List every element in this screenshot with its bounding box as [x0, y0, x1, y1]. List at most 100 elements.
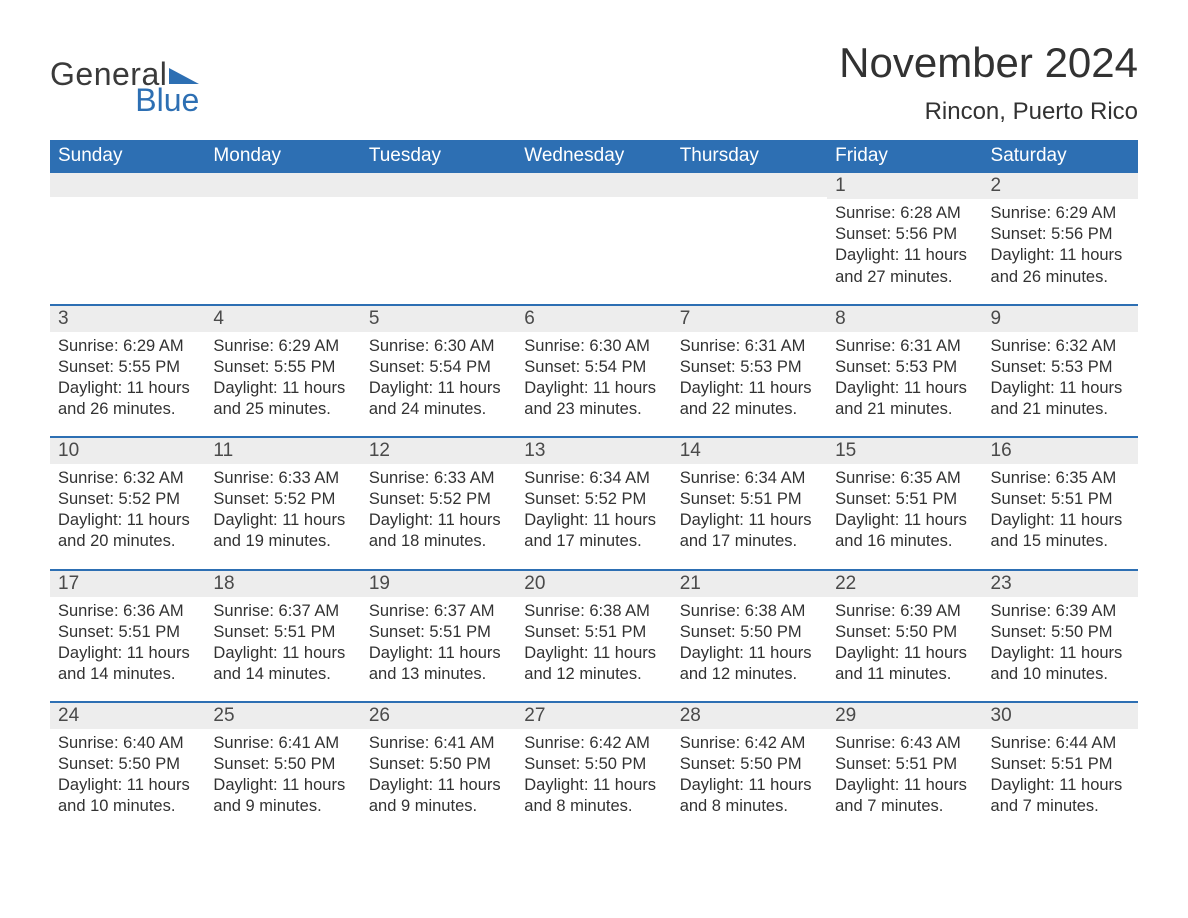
sunset-line: Sunset: 5:55 PM — [213, 357, 352, 378]
daylight-line-1: Daylight: 11 hours — [213, 510, 352, 531]
day-number: 3 — [50, 306, 205, 332]
sunrise-line: Sunrise: 6:41 AM — [369, 733, 508, 754]
logo-triangle-icon — [169, 64, 199, 84]
day-number: 26 — [361, 703, 516, 729]
sunrise-line: Sunrise: 6:33 AM — [369, 468, 508, 489]
day-header: Sunday Monday Tuesday Wednesday Thursday… — [50, 140, 1138, 173]
daylight-line-1: Daylight: 11 hours — [835, 643, 974, 664]
daylight-line-2: and 14 minutes. — [213, 664, 352, 685]
daylight-line-2: and 10 minutes. — [58, 796, 197, 817]
day-header-thursday: Thursday — [672, 140, 827, 173]
daylight-line-2: and 24 minutes. — [369, 399, 508, 420]
calendar-cell: 27 Sunrise: 6:42 AMSunset: 5:50 PMDayligh… — [516, 703, 671, 821]
daylight-line-2: and 26 minutes. — [58, 399, 197, 420]
day-data: Sunrise: 6:44 AMSunset: 5:51 PMDaylight:… — [983, 729, 1138, 817]
sunrise-line: Sunrise: 6:39 AM — [991, 601, 1130, 622]
sunrise-line: Sunrise: 6:43 AM — [835, 733, 974, 754]
day-header-saturday: Saturday — [983, 140, 1138, 173]
sunset-line: Sunset: 5:53 PM — [991, 357, 1130, 378]
calendar-cell: 26Sunrise: 6:41 AMSunset: 5:50 PMDayligh… — [361, 703, 516, 821]
day-data: Sunrise: 6:28 AMSunset: 5:56 PMDaylight:… — [827, 199, 982, 287]
day-data: Sunrise: 6:29 AMSunset: 5:55 PMDaylight:… — [205, 332, 360, 420]
day-data: Sunrise: 6:29 AMSunset: 5:56 PMDaylight:… — [983, 199, 1138, 287]
location: Rincon, Puerto Rico — [839, 98, 1138, 126]
day-data: Sunrise: 6:43 AMSunset: 5:51 PMDaylight:… — [827, 729, 982, 817]
calendar-cell: 12Sunrise: 6:33 AMSunset: 5:52 PMDayligh… — [361, 438, 516, 556]
daylight-line-1: Daylight: 11 hours — [213, 643, 352, 664]
calendar-cell: 29Sunrise: 6:43 AMSunset: 5:51 PMDayligh… — [827, 703, 982, 821]
daylight-line-1: Daylight: 11 hours — [991, 245, 1130, 266]
sunrise-line: Sunrise: 6:31 AM — [680, 336, 819, 357]
day-number: 17 — [50, 571, 205, 597]
sunrise-line: Sunrise: 6:30 AM — [369, 336, 508, 357]
calendar-cell: 24Sunrise: 6:40 AMSunset: 5:50 PMDayligh… — [50, 703, 205, 821]
daylight-line-1: Daylight: 11 hours — [58, 378, 197, 399]
calendar-cell: 7Sunrise: 6:31 AMSunset: 5:53 PMDaylight… — [672, 306, 827, 424]
sunset-line: Sunset: 5:55 PM — [58, 357, 197, 378]
day-number: 23 — [983, 571, 1138, 597]
day-data: Sunrise: 6:37 AMSunset: 5:51 PMDaylight:… — [205, 597, 360, 685]
day-number — [205, 173, 360, 197]
day-header-sunday: Sunday — [50, 140, 205, 173]
daylight-line-2: and 13 minutes. — [369, 664, 508, 685]
sunrise-line: Sunrise: 6:29 AM — [58, 336, 197, 357]
week-row: 24Sunrise: 6:40 AMSunset: 5:50 PMDayligh… — [50, 701, 1138, 821]
sunrise-line: Sunrise: 6:29 AM — [213, 336, 352, 357]
day-number: 6 — [516, 306, 671, 332]
day-data: Sunrise: 6:32 AMSunset: 5:53 PMDaylight:… — [983, 332, 1138, 420]
page: General Blue November 2024 Rincon, Puert… — [0, 0, 1188, 851]
calendar-cell: 9Sunrise: 6:32 AMSunset: 5:53 PMDaylight… — [983, 306, 1138, 424]
sunrise-line: Sunrise: 6:34 AM — [680, 468, 819, 489]
daylight-line-1: Daylight: 11 hours — [835, 510, 974, 531]
sunrise-line: Sunrise: 6:37 AM — [213, 601, 352, 622]
daylight-line-1: Daylight: 11 hours — [213, 378, 352, 399]
sunrise-line: Sunrise: 6:42 AM — [524, 733, 663, 754]
calendar-cell — [516, 173, 671, 291]
day-number: 20 — [516, 571, 671, 597]
daylight-line-2: and 21 minutes. — [991, 399, 1130, 420]
calendar-cell: 4Sunrise: 6:29 AMSunset: 5:55 PMDaylight… — [205, 306, 360, 424]
sunset-line: Sunset: 5:50 PM — [524, 754, 663, 775]
sunset-line: Sunset: 5:51 PM — [369, 622, 508, 643]
sunset-line: Sunset: 5:50 PM — [369, 754, 508, 775]
day-header-tuesday: Tuesday — [361, 140, 516, 173]
daylight-line-2: and 14 minutes. — [58, 664, 197, 685]
daylight-line-2: and 27 minutes. — [835, 267, 974, 288]
week-row: 1Sunrise: 6:28 AMSunset: 5:56 PMDaylight… — [50, 173, 1138, 291]
sunrise-line: Sunrise: 6:31 AM — [835, 336, 974, 357]
daylight-line-1: Daylight: 11 hours — [369, 643, 508, 664]
daylight-line-2: and 21 minutes. — [835, 399, 974, 420]
calendar-cell: 19Sunrise: 6:37 AMSunset: 5:51 PMDayligh… — [361, 571, 516, 689]
sunrise-line: Sunrise: 6:38 AM — [524, 601, 663, 622]
sunrise-line: Sunrise: 6:32 AM — [58, 468, 197, 489]
sunset-line: Sunset: 5:52 PM — [58, 489, 197, 510]
daylight-line-2: and 10 minutes. — [991, 664, 1130, 685]
day-number — [516, 173, 671, 197]
daylight-line-1: Daylight: 11 hours — [524, 643, 663, 664]
sunset-line: Sunset: 5:52 PM — [524, 489, 663, 510]
daylight-line-2: and 23 minutes. — [524, 399, 663, 420]
day-number — [50, 173, 205, 197]
daylight-line-2: and 12 minutes. — [524, 664, 663, 685]
daylight-line-1: Daylight: 11 hours — [524, 775, 663, 796]
day-number: 5 — [361, 306, 516, 332]
day-number: 27 — [516, 703, 671, 729]
sunset-line: Sunset: 5:53 PM — [835, 357, 974, 378]
daylight-line-1: Daylight: 11 hours — [369, 510, 508, 531]
daylight-line-2: and 16 minutes. — [835, 531, 974, 552]
calendar-cell: 25Sunrise: 6:41 AMSunset: 5:50 PMDayligh… — [205, 703, 360, 821]
sunset-line: Sunset: 5:56 PM — [835, 224, 974, 245]
day-number: 21 — [672, 571, 827, 597]
day-data: Sunrise: 6:40 AMSunset: 5:50 PMDaylight:… — [50, 729, 205, 817]
sunrise-line: Sunrise: 6:32 AM — [991, 336, 1130, 357]
daylight-line-2: and 19 minutes. — [213, 531, 352, 552]
day-number: 8 — [827, 306, 982, 332]
day-number: 29 — [827, 703, 982, 729]
day-number: 22 — [827, 571, 982, 597]
day-data: Sunrise: 6:29 AMSunset: 5:55 PMDaylight:… — [50, 332, 205, 420]
logo-word-blue: Blue — [50, 84, 199, 116]
day-number: 7 — [672, 306, 827, 332]
sunset-line: Sunset: 5:51 PM — [991, 489, 1130, 510]
calendar-cell: 16Sunrise: 6:35 AMSunset: 5:51 PMDayligh… — [983, 438, 1138, 556]
sunrise-line: Sunrise: 6:35 AM — [835, 468, 974, 489]
